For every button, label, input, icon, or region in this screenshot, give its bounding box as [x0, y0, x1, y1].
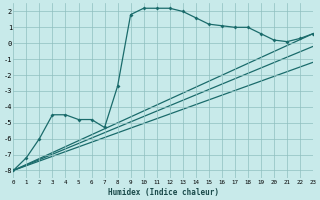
X-axis label: Humidex (Indice chaleur): Humidex (Indice chaleur) — [108, 188, 219, 197]
